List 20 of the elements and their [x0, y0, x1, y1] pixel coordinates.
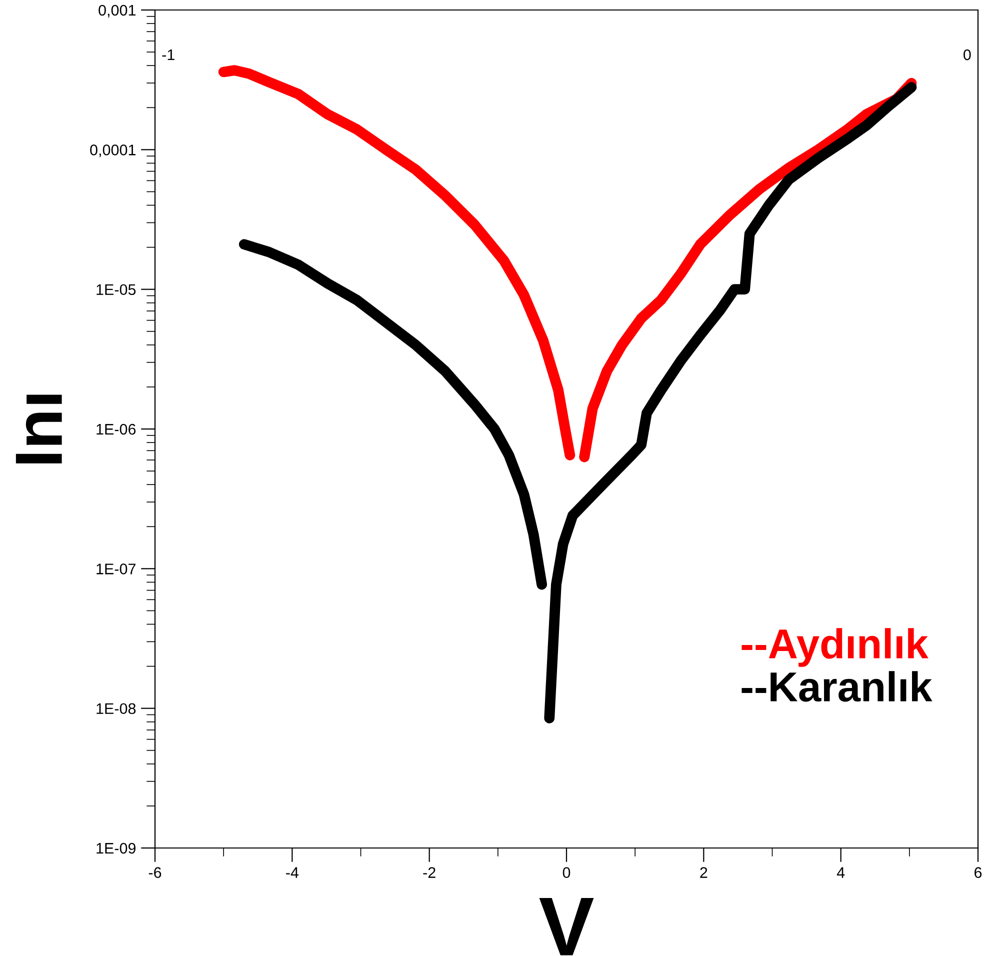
annotation: -1 — [162, 50, 174, 60]
y-tick-label: 1E-06 — [96, 424, 136, 435]
annotation: 0 — [964, 49, 971, 60]
x-tick-label: 0 — [562, 867, 570, 878]
x-tick-label: 2 — [700, 867, 708, 878]
x-tick-label: -6 — [148, 867, 162, 878]
x-tick-label: -4 — [286, 867, 299, 878]
y-tick-label: 1E-05 — [96, 284, 136, 296]
x-tick-label: -2 — [423, 867, 436, 878]
x-tick-label: 6 — [974, 867, 982, 878]
x-axis-title: V — [539, 898, 594, 956]
y-tick-label: 1E-07 — [96, 564, 136, 574]
y-tick-label: 1E-09 — [96, 842, 136, 854]
y-axis-title: Inı — [16, 394, 62, 464]
text: --Karanlık — [742, 671, 932, 702]
y-tick-label: 1E-08 — [96, 703, 136, 714]
x-tick-label: 4 — [836, 867, 845, 878]
y-tick-label: 0,001 — [98, 4, 136, 18]
y-tick-label: 0,0001 — [90, 144, 136, 158]
text: --Aydınlık — [742, 628, 928, 667]
